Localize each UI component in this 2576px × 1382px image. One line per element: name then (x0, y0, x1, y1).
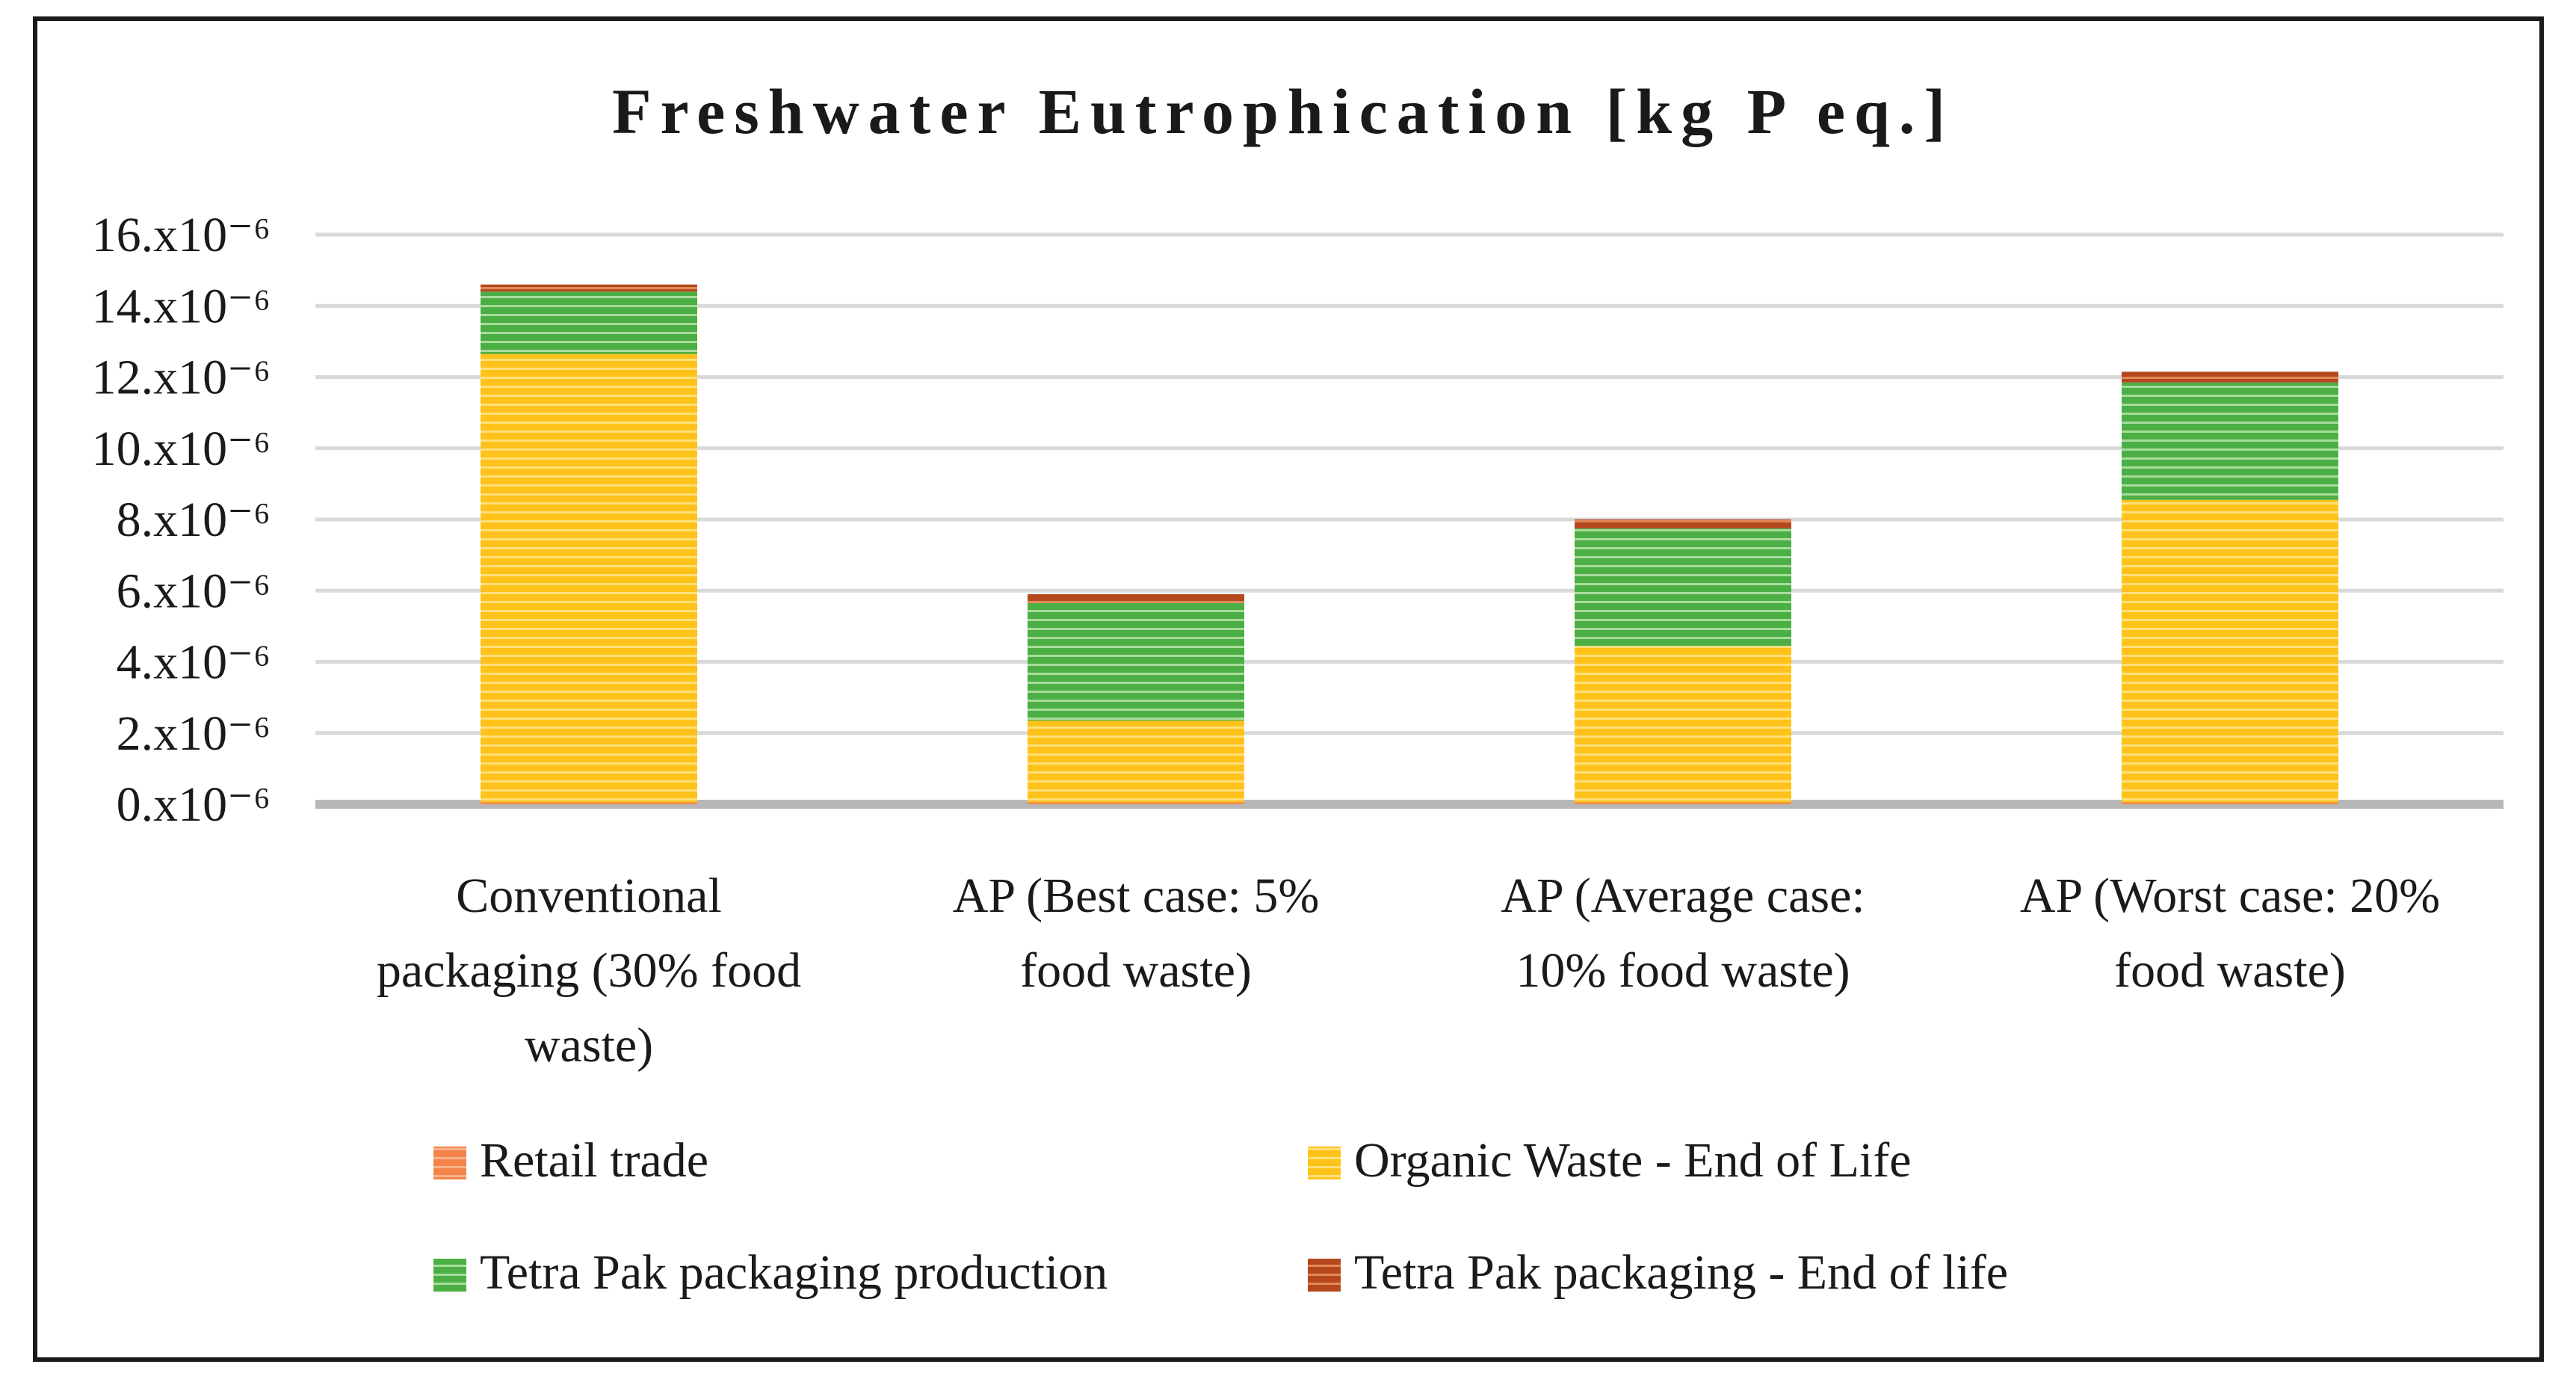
chart-svg: Freshwater Eutrophication [kg P eq.] 0.x… (92, 75, 2504, 1300)
legend-swatch-tetra-pak-packaging-production (433, 1259, 466, 1292)
legend-swatch-organic-waste-end-of-life (1308, 1147, 1341, 1179)
legend-swatch-retail-trade (433, 1147, 466, 1179)
y-tick-label: 16.x10⁻⁶ (92, 208, 271, 262)
bar-tetra-pak-packaging-end-of-life-3 (1575, 519, 1791, 528)
bar-retail-trade-2 (1028, 802, 1244, 804)
x-category-label: AP (Best case: 5% food waste) (953, 869, 1320, 998)
bar-tetra-pak-packaging-production-4 (2122, 382, 2338, 500)
y-tick-label: 6.x10⁻⁶ (117, 564, 271, 618)
x-category-label: AP (Average case: 10% food waste) (1501, 869, 1865, 998)
bar-tetra-pak-packaging-end-of-life-4 (2122, 371, 2338, 383)
x-category-label: Conventional packaging (30% food waste) (377, 869, 801, 1073)
x-axis-category-labels: Conventional packaging (30% food waste) AP … (377, 869, 2440, 1073)
y-tick-label: 10.x10⁻⁶ (92, 422, 271, 476)
legend-swatch-tetra-pak-packaging-end-of-life (1308, 1259, 1341, 1292)
bar-organic-waste-end-of-life-2 (1028, 721, 1244, 803)
bar-organic-waste-end-of-life-1 (481, 354, 697, 803)
bar-tetra-pak-packaging-production-1 (481, 291, 697, 354)
bar-tetra-pak-packaging-end-of-life-2 (1028, 594, 1244, 603)
y-tick-label: 12.x10⁻⁶ (92, 351, 271, 405)
bar-retail-trade-1 (481, 802, 697, 804)
y-axis-tick-labels: 0.x10⁻⁶ 2.x10⁻⁶ 4.x10⁻⁶ 6.x10⁻⁶ 8.x10⁻⁶ 10.x1… (92, 208, 271, 832)
y-tick-label: 4.x10⁻⁶ (117, 635, 271, 690)
legend-label-tetra-pak-packaging-end-of-life: Tetra Pak packaging - End of life (1354, 1245, 2008, 1300)
chart-title: Freshwater Eutrophication [kg P eq.] (612, 75, 1954, 147)
bar-retail-trade-3 (1575, 802, 1791, 804)
bars (481, 284, 2338, 804)
y-tick-label: 8.x10⁻⁶ (117, 493, 271, 547)
y-tick-label: 2.x10⁻⁶ (117, 706, 271, 761)
bar-organic-waste-end-of-life-3 (1575, 646, 1791, 803)
x-category-label: AP (Worst case: 20% food waste) (2020, 869, 2440, 998)
bar-organic-waste-end-of-life-4 (2122, 499, 2338, 803)
legend-label-tetra-pak-packaging-production: Tetra Pak packaging production (480, 1245, 1108, 1300)
chart-frame: Freshwater Eutrophication [kg P eq.] 0.x… (33, 16, 2544, 1362)
bar-tetra-pak-packaging-end-of-life-1 (481, 284, 697, 292)
bar-tetra-pak-packaging-production-2 (1028, 602, 1244, 721)
legend-label-organic-waste-end-of-life: Organic Waste - End of Life (1354, 1133, 1912, 1188)
y-tick-label: 0.x10⁻⁶ (117, 777, 271, 832)
legend-label-retail-trade: Retail trade (480, 1133, 708, 1188)
bar-retail-trade-4 (2122, 802, 2338, 804)
y-tick-label: 14.x10⁻⁶ (92, 279, 271, 333)
bar-tetra-pak-packaging-production-3 (1575, 528, 1791, 647)
legend: Retail trade Organic Waste - End of Life T… (433, 1133, 2008, 1300)
